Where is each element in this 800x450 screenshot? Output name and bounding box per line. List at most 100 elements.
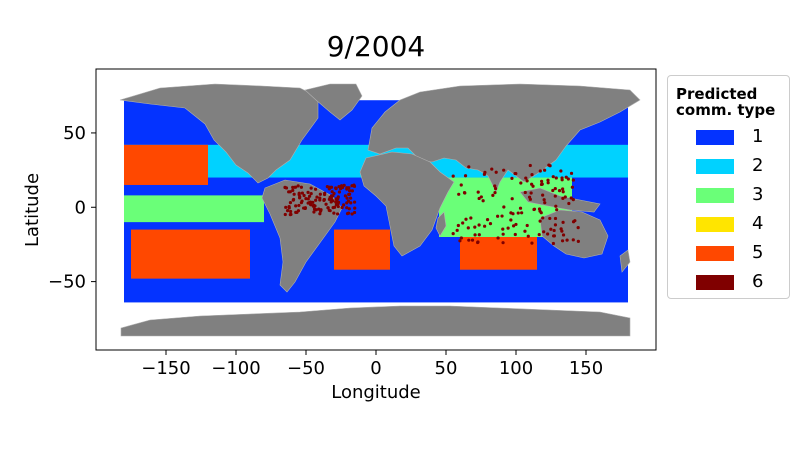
type6-point	[477, 196, 481, 201]
type6-point	[294, 185, 298, 189]
type6-point	[538, 219, 542, 223]
zone-type-5	[460, 237, 537, 270]
type6-point	[467, 165, 471, 169]
australia-land	[539, 209, 609, 259]
type6-point	[473, 233, 477, 237]
type6-point	[318, 192, 322, 196]
type6-point	[488, 222, 493, 226]
type6-point	[287, 206, 291, 210]
type6-point	[501, 227, 505, 231]
type6-point	[291, 188, 295, 192]
type6-point	[300, 199, 304, 203]
africa-land	[359, 151, 455, 257]
type6-point	[347, 207, 351, 211]
new-zealand-land	[619, 249, 631, 273]
type6-point	[551, 241, 555, 246]
x-tick-label: −100	[211, 358, 260, 379]
type6-point	[524, 176, 528, 180]
type6-point	[496, 214, 500, 218]
x-tick-label: 0	[370, 358, 381, 379]
type6-point	[339, 184, 344, 188]
type6-point	[476, 190, 480, 194]
zone-type-5	[131, 229, 250, 279]
type6-point	[352, 200, 357, 204]
type6-point	[312, 210, 316, 214]
type6-point	[566, 177, 570, 181]
type6-point	[325, 184, 329, 189]
type6-point	[554, 204, 558, 208]
legend-label: 3	[752, 184, 764, 205]
type6-point	[553, 186, 557, 191]
type6-point	[543, 168, 547, 172]
type6-point	[571, 178, 575, 182]
type6-point	[329, 194, 334, 198]
legend-swatch	[696, 130, 734, 145]
type6-point	[307, 201, 311, 205]
y-tick-label: −50	[48, 272, 86, 293]
type6-point	[332, 211, 336, 215]
type6-point	[546, 232, 550, 236]
x-tick-label: 50	[435, 358, 458, 379]
type6-point	[329, 200, 333, 204]
type6-point	[481, 199, 485, 203]
type6-point	[523, 190, 527, 195]
type6-point	[466, 226, 470, 230]
type6-point	[458, 239, 462, 243]
type6-point	[502, 205, 506, 209]
type6-point	[462, 190, 467, 195]
type6-point	[350, 212, 354, 216]
type6-point	[336, 195, 340, 199]
type6-point	[490, 167, 494, 171]
legend-swatch	[696, 275, 734, 290]
type6-point	[326, 206, 330, 210]
type6-point	[296, 184, 300, 188]
type6-point	[353, 206, 357, 210]
type6-point	[514, 222, 518, 227]
type6-point	[306, 197, 310, 201]
type6-point	[530, 173, 534, 177]
x-axis: −150 −100 −50 0 50 100 150	[141, 350, 603, 379]
madagascar-land	[435, 211, 447, 237]
type6-point	[549, 227, 553, 231]
type6-point	[336, 202, 340, 206]
y-axis-label: Latitude	[22, 173, 43, 247]
type6-point	[334, 200, 338, 204]
legend-item-1: 1	[696, 126, 786, 148]
type6-point	[567, 201, 571, 206]
x-tick-label: 150	[569, 358, 603, 379]
type6-point	[327, 187, 331, 191]
type6-point	[511, 224, 516, 228]
type6-point	[311, 200, 315, 204]
type6-point	[560, 229, 564, 233]
legend-label: 5	[752, 242, 764, 263]
type6-point	[530, 182, 534, 186]
type6-point	[483, 170, 487, 174]
legend-label: 1	[752, 126, 764, 147]
legend: Predicted comm. type 1 2 3 4 5 6	[667, 75, 790, 299]
type6-point	[539, 211, 543, 215]
type6-point	[288, 190, 292, 194]
legend-item-4: 4	[696, 213, 786, 235]
type6-point	[319, 209, 323, 213]
type6-point	[295, 210, 299, 214]
type6-point	[510, 197, 514, 201]
type6-point	[569, 171, 574, 175]
type6-point	[347, 189, 352, 193]
type6-point	[553, 194, 557, 198]
legend-swatch	[696, 159, 734, 174]
type6-point	[308, 194, 312, 198]
type6-point	[520, 211, 524, 215]
type6-point	[345, 201, 349, 205]
type6-point	[516, 211, 520, 215]
legend-swatch	[696, 188, 734, 203]
type6-point	[350, 184, 354, 188]
type6-point	[334, 186, 338, 191]
type6-point	[513, 171, 517, 176]
type6-point	[451, 174, 455, 178]
type6-point	[554, 176, 558, 180]
type6-point	[576, 239, 580, 243]
type6-point	[506, 226, 510, 230]
legend-label: 2	[752, 155, 764, 176]
type6-point	[349, 201, 353, 205]
legend-title-line: comm. type	[676, 101, 776, 119]
